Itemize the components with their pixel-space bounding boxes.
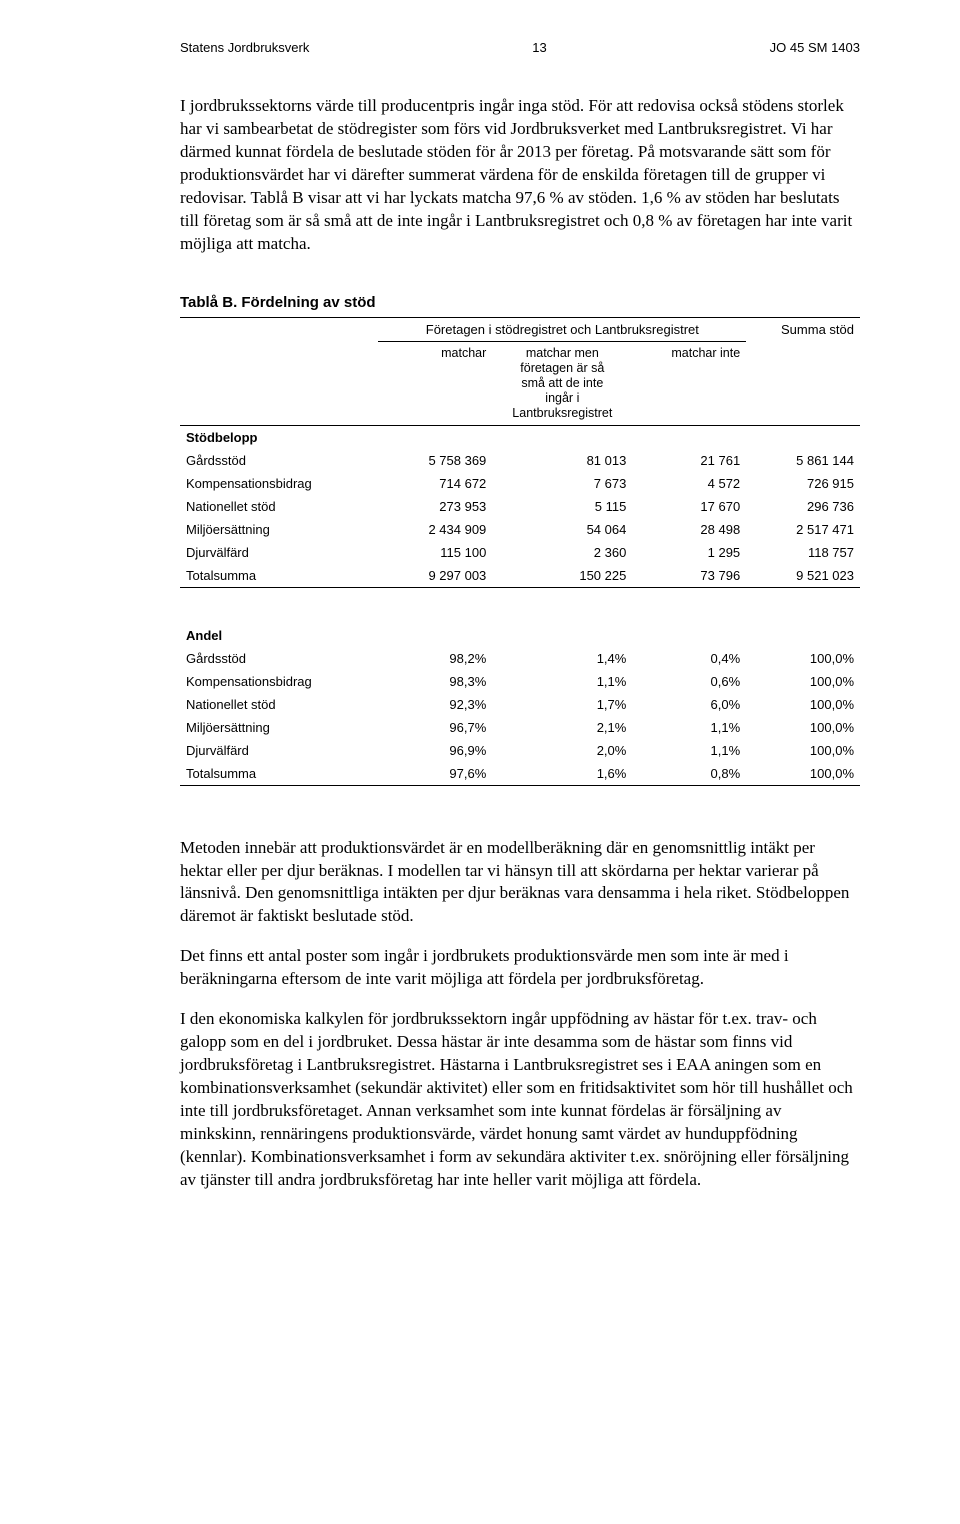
row-label: Gårdsstöd	[180, 647, 378, 670]
cell: 96,7%	[378, 716, 492, 739]
header-left: Statens Jordbruksverk	[180, 40, 309, 55]
cell: 81 013	[492, 449, 632, 472]
cell: 100,0%	[746, 739, 860, 762]
cell: 1,1%	[632, 739, 746, 762]
cell: 2,0%	[492, 739, 632, 762]
row-label: Totalsumma	[180, 564, 378, 588]
cell: 17 670	[632, 495, 746, 518]
row-label: Kompensationsbidrag	[180, 670, 378, 693]
row-label: Miljöersättning	[180, 716, 378, 739]
cell: 92,3%	[378, 693, 492, 716]
header-center: 13	[532, 40, 546, 55]
cell: 100,0%	[746, 693, 860, 716]
table-row: Djurvälfärd 115 100 2 360 1 295 118 757	[180, 541, 860, 564]
paragraph-method: Metoden innebär att produktionsvärdet är…	[180, 837, 860, 929]
sum-header: Summa stöd	[746, 317, 860, 341]
row-label: Kompensationsbidrag	[180, 472, 378, 495]
cell: 98,3%	[378, 670, 492, 693]
cell: 100,0%	[746, 762, 860, 786]
cell: 54 064	[492, 518, 632, 541]
paragraph-horses: I den ekonomiska kalkylen för jordbrukss…	[180, 1008, 860, 1192]
cell: 96,9%	[378, 739, 492, 762]
page-header: Statens Jordbruksverk 13 JO 45 SM 1403	[180, 40, 860, 55]
table-row: Gårdsstöd 98,2% 1,4% 0,4% 100,0%	[180, 647, 860, 670]
table-row: Nationellet stöd 273 953 5 115 17 670 29…	[180, 495, 860, 518]
cell: 1,7%	[492, 693, 632, 716]
cell: 5 115	[492, 495, 632, 518]
cell: 1 295	[632, 541, 746, 564]
row-label: Gårdsstöd	[180, 449, 378, 472]
cell: 0,8%	[632, 762, 746, 786]
row-label: Miljöersättning	[180, 518, 378, 541]
cell: 6,0%	[632, 693, 746, 716]
cell: 1,1%	[492, 670, 632, 693]
cell: 0,4%	[632, 647, 746, 670]
row-label: Totalsumma	[180, 762, 378, 786]
table-row: Gårdsstöd 5 758 369 81 013 21 761 5 861 …	[180, 449, 860, 472]
cell: 2 434 909	[378, 518, 492, 541]
table-row: Totalsumma 9 297 003 150 225 73 796 9 52…	[180, 564, 860, 588]
paragraph-excluded: Det finns ett antal poster som ingår i j…	[180, 945, 860, 991]
cell: 100,0%	[746, 647, 860, 670]
row-label: Djurvälfärd	[180, 541, 378, 564]
cell: 5 861 144	[746, 449, 860, 472]
col-matchar-inte: matchar inte	[632, 341, 746, 425]
cell: 2 517 471	[746, 518, 860, 541]
cell: 2,1%	[492, 716, 632, 739]
group-andel: Andel	[180, 624, 860, 647]
cell: 4 572	[632, 472, 746, 495]
page: Statens Jordbruksverk 13 JO 45 SM 1403 I…	[0, 0, 960, 1268]
cell: 0,6%	[632, 670, 746, 693]
cell: 100,0%	[746, 670, 860, 693]
cell: 150 225	[492, 564, 632, 588]
table-row: Djurvälfärd 96,9% 2,0% 1,1% 100,0%	[180, 739, 860, 762]
table-row: Kompensationsbidrag 98,3% 1,1% 0,6% 100,…	[180, 670, 860, 693]
cell: 21 761	[632, 449, 746, 472]
cell: 296 736	[746, 495, 860, 518]
row-label: Nationellet stöd	[180, 495, 378, 518]
cell: 9 521 023	[746, 564, 860, 588]
row-label: Nationellet stöd	[180, 693, 378, 716]
cell: 2 360	[492, 541, 632, 564]
col-matchar-men: matchar men företagen är så små att de i…	[492, 341, 632, 425]
cell: 1,1%	[632, 716, 746, 739]
cell: 97,6%	[378, 762, 492, 786]
table-row: Miljöersättning 96,7% 2,1% 1,1% 100,0%	[180, 716, 860, 739]
spanning-header: Företagen i stödregistret och Lantbruksr…	[378, 317, 746, 341]
cell: 1,6%	[492, 762, 632, 786]
row-label: Djurvälfärd	[180, 739, 378, 762]
cell: 5 758 369	[378, 449, 492, 472]
cell: 118 757	[746, 541, 860, 564]
cell: 726 915	[746, 472, 860, 495]
cell: 9 297 003	[378, 564, 492, 588]
cell: 273 953	[378, 495, 492, 518]
cell: 115 100	[378, 541, 492, 564]
cell: 73 796	[632, 564, 746, 588]
cell: 714 672	[378, 472, 492, 495]
table-title: Tablå B. Fördelning av stöd	[180, 294, 860, 311]
cell: 28 498	[632, 518, 746, 541]
intro-paragraph: I jordbrukssektorns värde till producent…	[180, 95, 860, 256]
table-row: Miljöersättning 2 434 909 54 064 28 498 …	[180, 518, 860, 541]
group-stodbelopp: Stödbelopp	[180, 425, 860, 449]
distribution-table: Företagen i stödregistret och Lantbruksr…	[180, 317, 860, 786]
table-row: Nationellet stöd 92,3% 1,7% 6,0% 100,0%	[180, 693, 860, 716]
col-matchar: matchar	[378, 341, 492, 425]
header-right: JO 45 SM 1403	[770, 40, 860, 55]
cell: 100,0%	[746, 716, 860, 739]
cell: 1,4%	[492, 647, 632, 670]
table-row: Totalsumma 97,6% 1,6% 0,8% 100,0%	[180, 762, 860, 786]
cell: 98,2%	[378, 647, 492, 670]
table-row: Kompensationsbidrag 714 672 7 673 4 572 …	[180, 472, 860, 495]
cell: 7 673	[492, 472, 632, 495]
